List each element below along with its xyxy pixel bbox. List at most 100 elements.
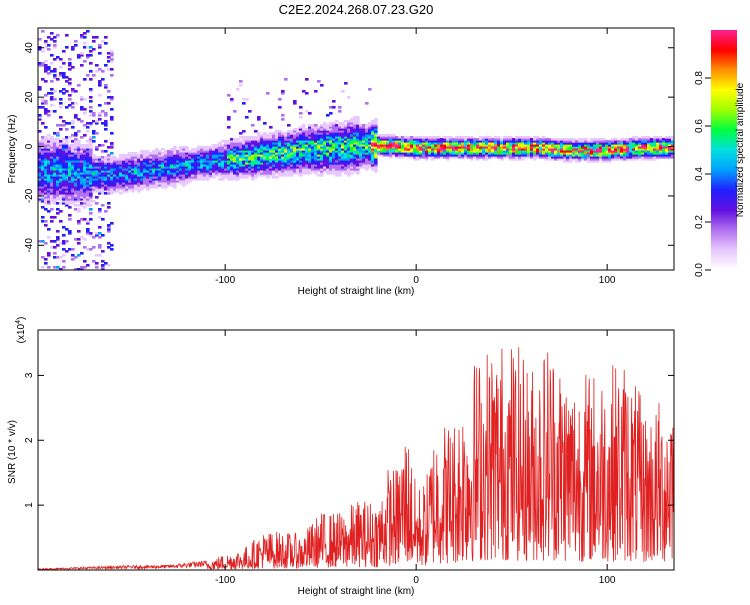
heatmap-cell [251,136,255,139]
heatmap-cell [659,152,663,155]
heatmap-cell [44,180,48,183]
heatmap-cell [299,116,303,119]
heatmap-cell [317,126,321,129]
heatmap-cell [299,174,303,177]
heatmap-cell [203,172,207,175]
heatmap-cell [407,138,411,141]
heatmap-cell [50,216,54,219]
heatmap-cell [629,144,633,147]
heatmap-cell [404,154,408,157]
heatmap-cell [59,142,63,145]
heatmap-cell [608,146,612,149]
heatmap-cell [47,266,51,269]
heatmap-cell [41,198,45,201]
heatmap-cell [353,150,357,153]
heatmap-cell [104,192,108,195]
heatmap-cell [425,152,429,155]
heatmap-cell [293,172,297,175]
heatmap-cell [95,184,99,187]
heatmap-cell [320,166,324,169]
heatmap-cell [245,152,249,155]
heatmap-cell [305,172,309,175]
heatmap-cell [146,186,150,189]
heatmap-cell [251,160,255,163]
heatmap-cell [581,138,585,141]
heatmap-cell [365,132,369,135]
heatmap-cell [434,152,438,155]
heatmap-cell [134,180,138,183]
heatmap-cell [326,136,330,139]
heatmap-cell [197,174,201,177]
heatmap-cell [338,110,342,113]
heatmap-cell [41,182,45,185]
heatmap-cell [314,156,318,159]
heatmap-cell [383,152,387,155]
heatmap-cell [287,154,291,157]
heatmap-cell [197,152,201,155]
heatmap-cell [311,160,315,163]
heatmap-cell [635,136,639,139]
heatmap-cell [668,142,672,145]
heatmap-cell [47,228,51,231]
heatmap-cell [83,32,87,35]
heatmap-cell [575,146,579,149]
heatmap-cell [80,192,84,195]
heatmap-cell [638,142,642,145]
heatmap-cell [77,144,81,147]
heatmap-cell [170,150,174,153]
heatmap-cell [647,140,651,143]
figure-title: C2E2.2024.268.07.23.G20 [279,2,434,17]
heatmap-cell [62,170,66,173]
heatmap-cell [581,154,585,157]
heatmap-cell [191,158,195,161]
heatmap-cell [512,154,516,157]
heatmap-cell [80,190,84,193]
heatmap-cell [293,134,297,137]
heatmap-cell [125,154,129,157]
heatmap-cell [650,152,654,155]
heatmap-cell [302,138,306,141]
heatmap-cell [629,152,633,155]
heatmap-cell [395,136,399,139]
heatmap-cell [386,138,390,141]
heatmap-cell [227,146,231,149]
heatmap-cell [167,156,171,159]
heatmap-cell [332,144,336,147]
heatmap-cell [86,196,90,199]
heatmap-cell [344,136,348,139]
heatmap-cell [98,210,102,213]
heatmap-cell [77,268,81,270]
heatmap-cell [338,152,342,155]
heatmap-cell [110,158,114,161]
heatmap-cell [71,194,75,197]
heatmap-cell [671,146,674,149]
heatmap-cell [86,264,90,267]
heatmap-cell [368,144,372,147]
heatmap-cell [371,146,375,149]
heatmap-cell [218,164,222,167]
heatmap-cell [68,144,72,147]
heatmap-cell [98,174,102,177]
heatmap-cell [308,148,312,151]
heatmap-cell [305,134,309,137]
heatmap-cell [131,172,135,175]
heatmap-cell [428,138,432,141]
heatmap-cell [41,140,45,143]
heatmap-cell [113,158,117,161]
heatmap-cell [74,148,78,151]
heatmap-cell [95,122,99,125]
heatmap-cell [287,134,291,137]
heatmap-cell [374,150,378,153]
heatmap-cell [116,186,120,189]
heatmap-cell [80,136,84,139]
heatmap-cell [368,136,372,139]
heatmap-cell [458,142,462,145]
heatmap-cell [158,164,162,167]
heatmap-cell [89,78,93,81]
heatmap-cell [476,142,480,145]
heatmap-cell [56,172,60,175]
heatmap-cell [218,144,222,147]
heatmap-cell [395,142,399,145]
heatmap-cell [68,98,72,101]
heatmap-cell [656,136,660,139]
